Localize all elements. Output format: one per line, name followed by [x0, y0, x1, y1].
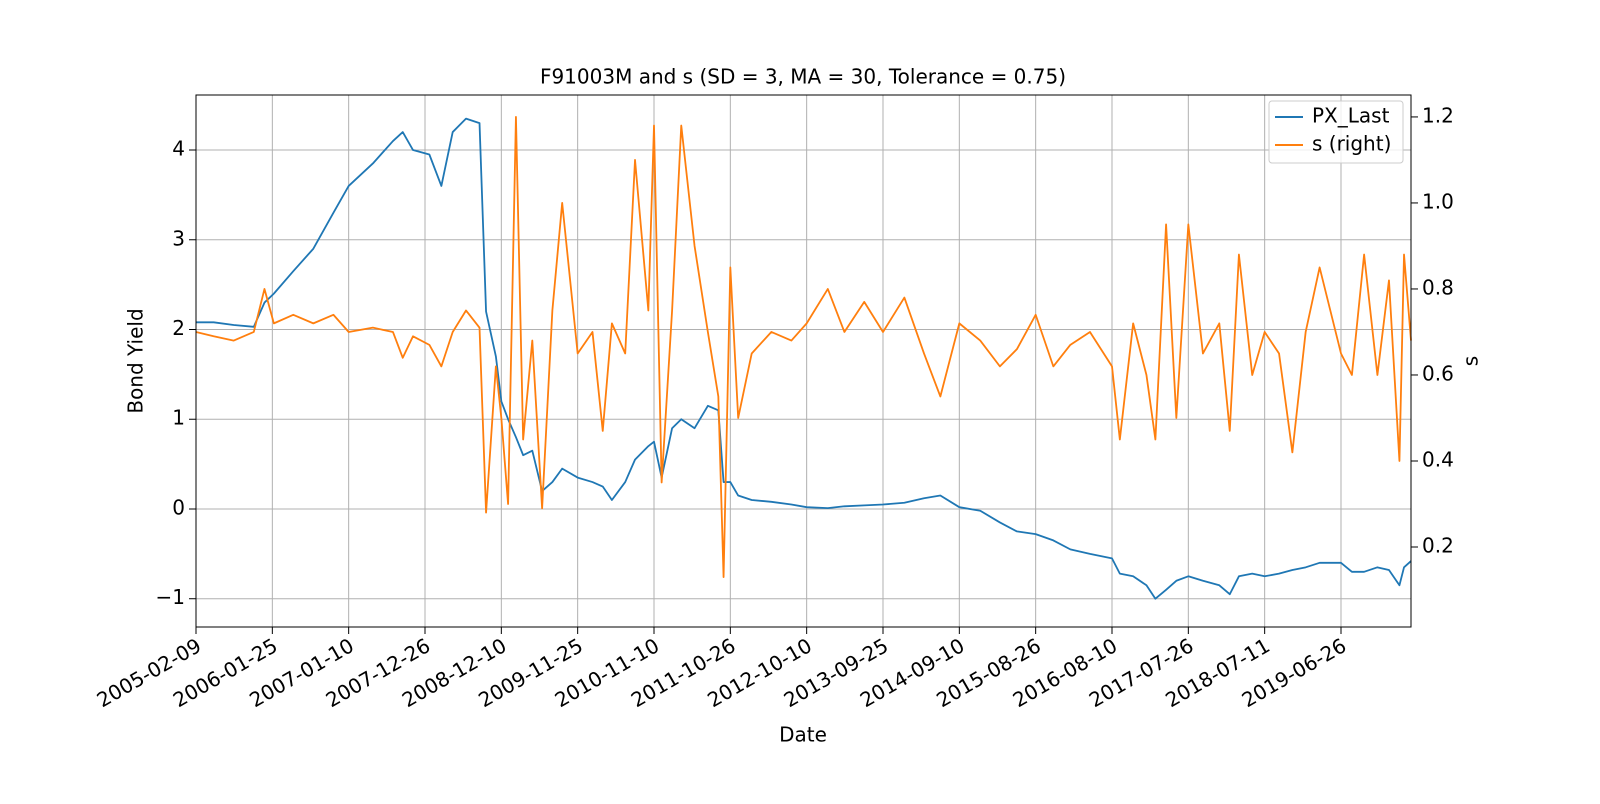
y-tick-label: −1: [156, 585, 185, 609]
y2-tick-label: 1.2: [1422, 103, 1454, 127]
y-tick-label: 4: [172, 137, 185, 161]
y2-tick-label: 1.0: [1422, 189, 1454, 213]
y-tick-label: 2: [172, 316, 185, 340]
plot-frame: [195, 94, 1412, 628]
y2-tick-label: 0.2: [1422, 534, 1454, 558]
y2-tick-label: 0.6: [1422, 361, 1454, 385]
chart-title: F91003M and s (SD = 3, MA = 30, Toleranc…: [540, 65, 1066, 89]
y-tick-label: 0: [172, 495, 185, 519]
y2-axis-label: s: [1459, 356, 1483, 366]
y-axis-label: Bond Yield: [124, 308, 148, 413]
line-series: [196, 117, 1412, 600]
y-tick-label: 1: [172, 406, 185, 430]
x-axis-label: Date: [779, 723, 827, 747]
line-series: [195, 116, 1412, 579]
y2-tick-label: 0.8: [1422, 275, 1454, 299]
legend-label: PX_Last: [1312, 104, 1390, 128]
y-tick-label: 3: [172, 226, 185, 250]
legend-label: s (right): [1312, 132, 1391, 156]
y2-tick-label: 0.4: [1422, 447, 1454, 471]
